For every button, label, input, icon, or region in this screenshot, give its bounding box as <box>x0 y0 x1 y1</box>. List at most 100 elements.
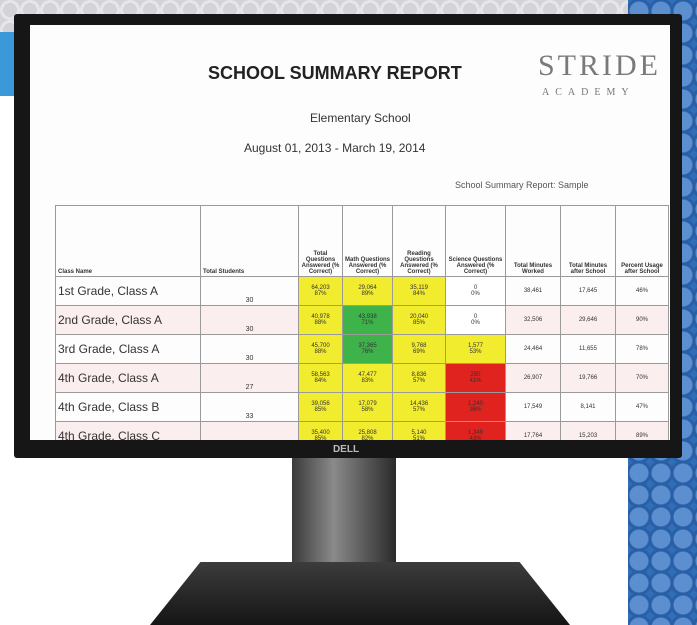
class-name: 3rd Grade, Class A <box>56 335 201 364</box>
score-percent: 69% <box>395 349 443 355</box>
column-header: Reading Questions Answered (% Correct) <box>393 206 446 277</box>
score-cell: 35,40085% <box>299 422 343 441</box>
report-title: SCHOOL SUMMARY REPORT <box>208 63 462 84</box>
table-cell: 47% <box>616 393 669 422</box>
score-cell: 43,93871% <box>343 306 393 335</box>
table-cell: 46% <box>616 277 669 306</box>
student-count: 30 <box>201 335 299 364</box>
table-cell: 78% <box>616 335 669 364</box>
table-row: 4th Grade, Class B3339,05685%17,07958%14… <box>56 393 669 422</box>
table-cell: 17,645 <box>561 277 616 306</box>
score-cell: 25041% <box>446 364 506 393</box>
table-row: 1st Grade, Class A3064,20387%29,06489%35… <box>56 277 669 306</box>
score-cell: 47,47783% <box>343 364 393 393</box>
score-cell: 00% <box>446 277 506 306</box>
table-cell: 24,464 <box>506 335 561 364</box>
score-percent: 71% <box>345 320 390 326</box>
score-cell: 64,20387% <box>299 277 343 306</box>
score-percent: 85% <box>395 320 443 326</box>
score-percent: 88% <box>301 320 340 326</box>
score-percent: 43% <box>448 436 503 440</box>
score-percent: 41% <box>448 378 503 384</box>
student-count: 27 <box>201 364 299 393</box>
column-header: Total Questions Answered (% Correct) <box>299 206 343 277</box>
monitor-neck <box>292 458 396 570</box>
class-name: 2nd Grade, Class A <box>56 306 201 335</box>
column-header: Math Questions Answered (% Correct) <box>343 206 393 277</box>
table-cell: 89% <box>616 422 669 441</box>
table-cell: 15,203 <box>561 422 616 441</box>
date-range: August 01, 2013 - March 19, 2014 <box>244 141 425 155</box>
student-count: 30 <box>201 306 299 335</box>
score-percent: 51% <box>395 436 443 440</box>
table-cell: 26,907 <box>506 364 561 393</box>
score-percent: 0% <box>448 320 503 326</box>
column-header: Total Minutes after School <box>561 206 616 277</box>
column-header: Total Students <box>201 206 299 277</box>
column-header: Science Questions Answered (% Correct) <box>446 206 506 277</box>
table-cell: 19,766 <box>561 364 616 393</box>
class-name: 4th Grade, Class B <box>56 393 201 422</box>
score-percent: 85% <box>301 407 340 413</box>
score-percent: 82% <box>345 436 390 440</box>
score-cell: 5,14051% <box>393 422 446 441</box>
score-cell: 40,97888% <box>299 306 343 335</box>
score-cell: 14,43657% <box>393 393 446 422</box>
score-cell: 1,34943% <box>446 422 506 441</box>
monitor-base <box>150 562 570 625</box>
student-count: 31 <box>201 422 299 441</box>
score-percent: 84% <box>301 378 340 384</box>
score-percent: 88% <box>301 349 340 355</box>
table-cell: 17,549 <box>506 393 561 422</box>
table-cell: 90% <box>616 306 669 335</box>
score-percent: 87% <box>301 291 340 297</box>
score-cell: 00% <box>446 306 506 335</box>
column-header: Class Name <box>56 206 201 277</box>
score-percent: 76% <box>345 349 390 355</box>
score-cell: 35,11984% <box>393 277 446 306</box>
score-cell: 1,57753% <box>446 335 506 364</box>
score-cell: 9,76869% <box>393 335 446 364</box>
score-cell: 37,36576% <box>343 335 393 364</box>
logo-text: STRIDE <box>538 49 661 83</box>
score-percent: 85% <box>301 436 340 440</box>
score-percent: 89% <box>345 291 390 297</box>
class-name: 1st Grade, Class A <box>56 277 201 306</box>
table-cell: 70% <box>616 364 669 393</box>
score-percent: 57% <box>395 378 443 384</box>
page: {"header":{"title":"SCHOOL SUMMARY REPOR… <box>0 0 697 625</box>
score-percent: 0% <box>448 291 503 297</box>
table-cell: 38,461 <box>506 277 561 306</box>
screen: SCHOOL SUMMARY REPORT STRIDE ACADEMY Ele… <box>30 25 670 440</box>
score-cell: 58,56384% <box>299 364 343 393</box>
table-row: 4th Grade, Class C3135,40085%25,80882%5,… <box>56 422 669 441</box>
table-body: 1st Grade, Class A3064,20387%29,06489%35… <box>56 277 669 441</box>
class-name: 4th Grade, Class A <box>56 364 201 393</box>
score-percent: 36% <box>448 407 503 413</box>
score-cell: 29,06489% <box>343 277 393 306</box>
table-row: 4th Grade, Class A2758,56384%47,47783%8,… <box>56 364 669 393</box>
school-name: Elementary School <box>310 111 411 125</box>
table-cell: 32,506 <box>506 306 561 335</box>
score-percent: 53% <box>448 349 503 355</box>
header-row: Class NameTotal StudentsTotal Questions … <box>56 206 669 277</box>
student-count: 30 <box>201 277 299 306</box>
column-header: Total Minutes Worked <box>506 206 561 277</box>
logo-subtext: ACADEMY <box>542 87 635 98</box>
table-cell: 8,141 <box>561 393 616 422</box>
table-cell: 17,764 <box>506 422 561 441</box>
table-row: 3rd Grade, Class A3045,70088%37,36576%9,… <box>56 335 669 364</box>
student-count: 33 <box>201 393 299 422</box>
summary-table: Class NameTotal StudentsTotal Questions … <box>55 205 669 440</box>
report-name: School Summary Report: Sample <box>455 180 589 190</box>
score-cell: 1,24036% <box>446 393 506 422</box>
score-cell: 20,04085% <box>393 306 446 335</box>
score-percent: 58% <box>345 407 390 413</box>
score-percent: 57% <box>395 407 443 413</box>
score-percent: 84% <box>395 291 443 297</box>
score-cell: 17,07958% <box>343 393 393 422</box>
brand-logo: DELL <box>300 444 392 455</box>
table-cell: 11,655 <box>561 335 616 364</box>
score-cell: 8,83657% <box>393 364 446 393</box>
table-cell: 29,646 <box>561 306 616 335</box>
